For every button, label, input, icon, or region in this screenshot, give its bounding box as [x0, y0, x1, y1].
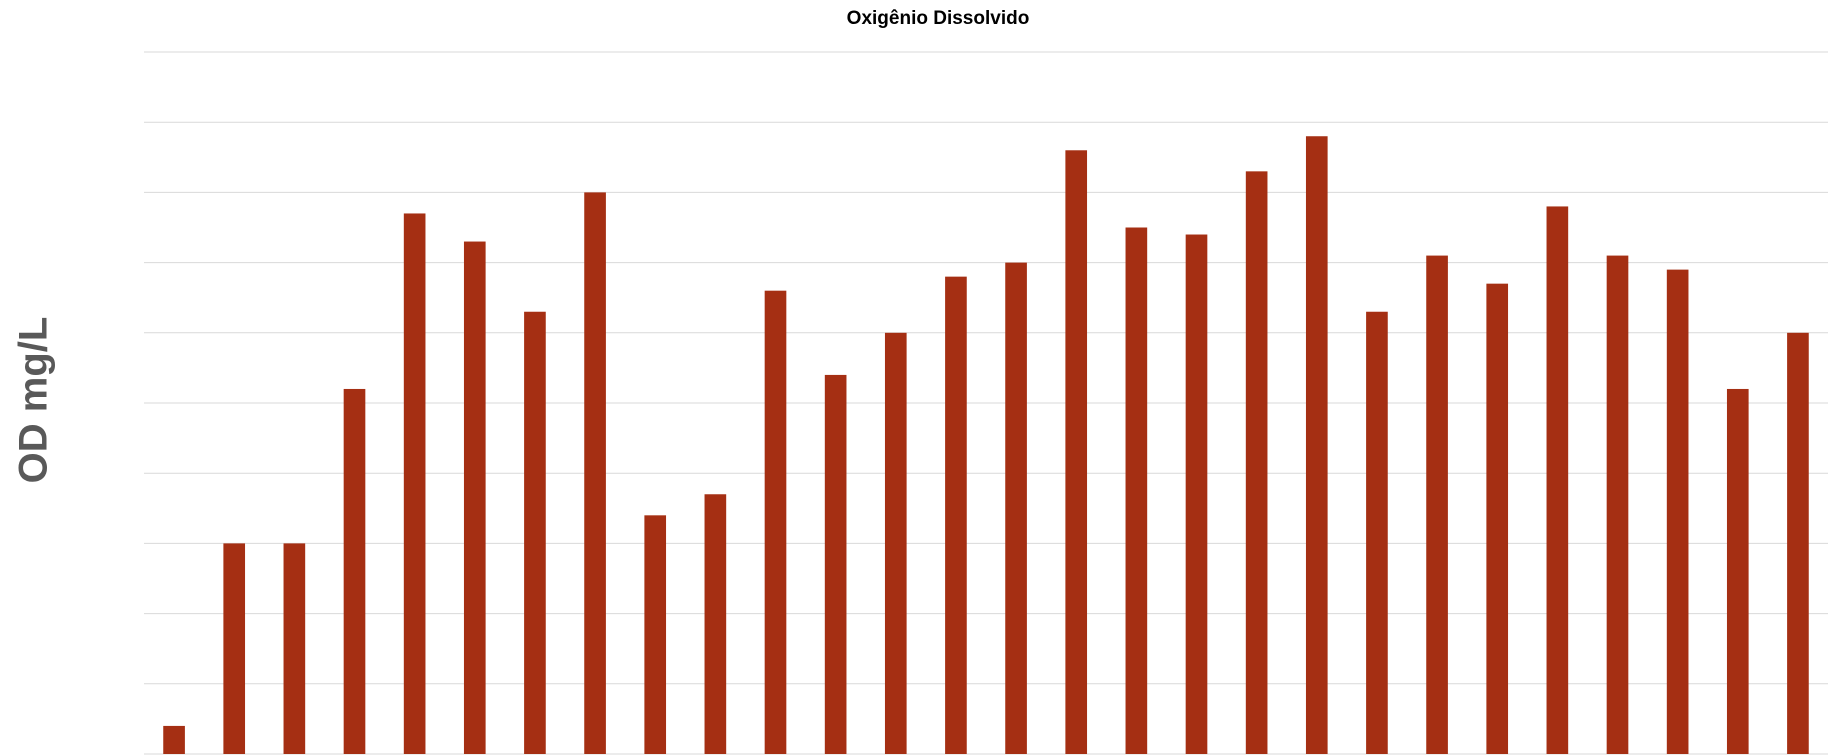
- bar: [403, 213, 426, 754]
- bar: [1426, 255, 1448, 754]
- bar: [343, 388, 366, 754]
- bar: [1366, 311, 1388, 754]
- y-axis-label: OD mg/L: [12, 317, 56, 484]
- chart-title: Oxigênio Dissolvido: [847, 8, 1030, 29]
- bar: [1606, 255, 1629, 754]
- bar: [884, 332, 907, 754]
- bar: [1486, 283, 1509, 754]
- bar: [945, 276, 967, 754]
- bar: [584, 192, 606, 754]
- bar: [1666, 269, 1689, 754]
- bar: [764, 290, 787, 754]
- bar: [163, 725, 185, 754]
- bar: [1005, 262, 1027, 754]
- bar: [463, 241, 486, 755]
- bar: [524, 311, 546, 754]
- bar: [223, 543, 246, 754]
- bar: [1185, 234, 1208, 754]
- bar: [283, 543, 306, 754]
- bar: [1787, 332, 1809, 754]
- bar: [704, 494, 727, 754]
- bar: [644, 515, 667, 754]
- bar: [1125, 227, 1148, 754]
- bar: [1305, 136, 1328, 755]
- bar: [1065, 150, 1088, 754]
- bar: [1726, 388, 1749, 754]
- bar: [1546, 206, 1569, 754]
- bar: [824, 374, 847, 754]
- bar: [1245, 171, 1268, 755]
